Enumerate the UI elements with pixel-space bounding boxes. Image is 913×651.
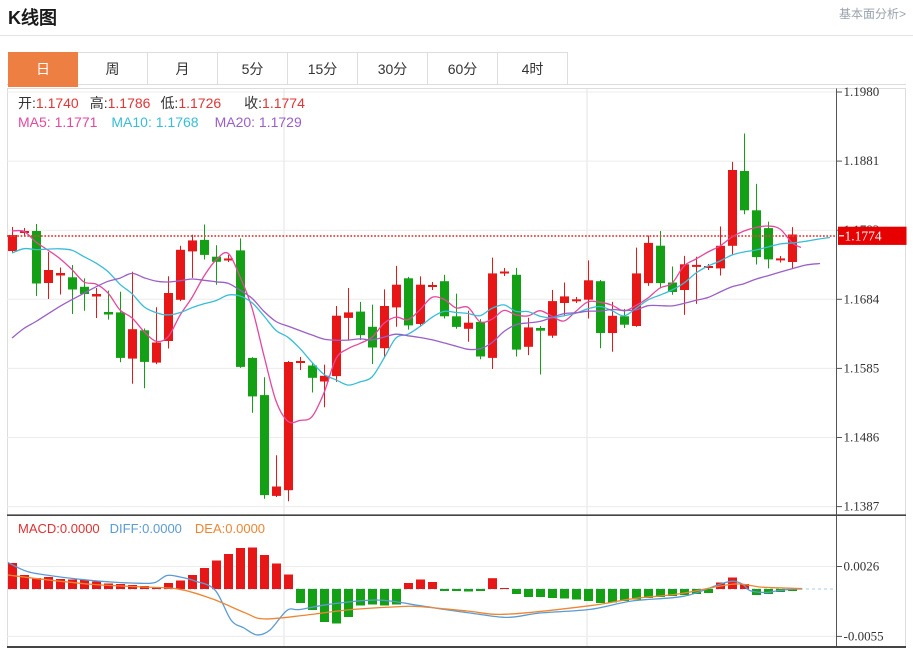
- svg-text:1.1980: 1.1980: [844, 84, 880, 99]
- svg-text:-0.0055: -0.0055: [844, 628, 884, 643]
- svg-text:1.1486: 1.1486: [844, 430, 880, 445]
- svg-text:0.0026: 0.0026: [844, 559, 880, 574]
- svg-text:1.1684: 1.1684: [844, 291, 880, 306]
- svg-text:1.1387: 1.1387: [844, 499, 880, 514]
- svg-text:1.1585: 1.1585: [844, 360, 880, 375]
- svg-text:1.1774: 1.1774: [845, 229, 882, 244]
- svg-text:1.1881: 1.1881: [844, 153, 880, 168]
